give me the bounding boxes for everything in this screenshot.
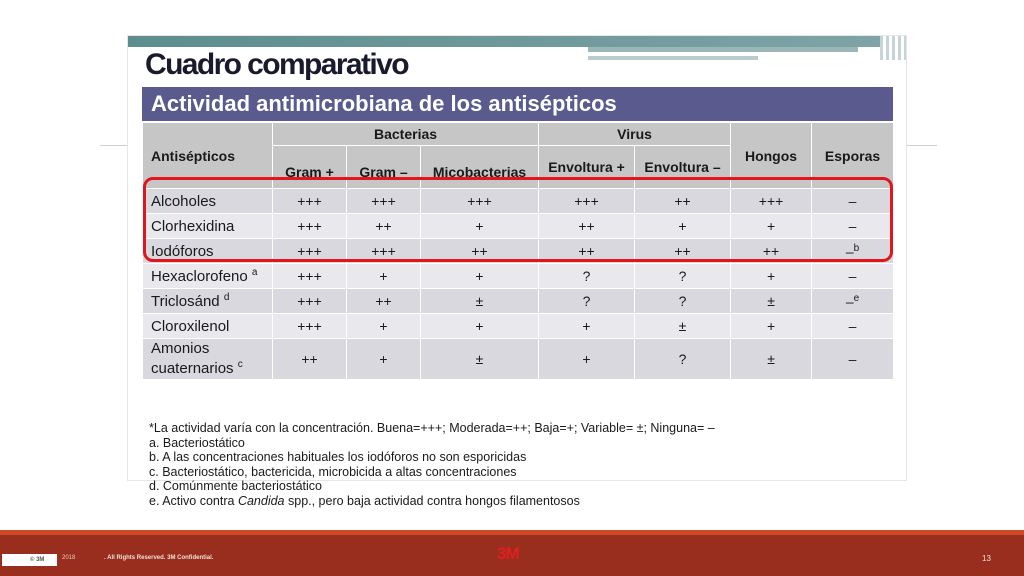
slide-image: Cuadro comparativo Actividad antimicrobi… — [128, 36, 906, 508]
activity-cell: + — [634, 213, 732, 239]
activity-cell: – — [811, 313, 895, 339]
footer-copyright: © 3M — [2, 554, 57, 566]
footnote-d: d. Comúnmente bacteriostático — [149, 479, 323, 493]
activity-cell: + — [419, 313, 540, 339]
header-envoltura-pos: Envoltura + — [538, 145, 636, 189]
activity-cell: + — [538, 338, 636, 380]
activity-cell: + — [419, 263, 540, 289]
activity-cell: +++ — [419, 188, 540, 214]
activity-cell: ++ — [634, 188, 732, 214]
activity-cell: + — [538, 313, 636, 339]
activity-cell: ++ — [272, 338, 347, 380]
activity-cell: – — [811, 338, 895, 380]
header-micobacterias: Micobacterias — [419, 145, 540, 189]
activity-cell: ± — [634, 313, 732, 339]
table-row: Triclosánd d +++ ++ ±?? ± –e — [142, 288, 895, 314]
row-name: Hexaclorofeno a — [142, 263, 273, 289]
activity-cell: + — [730, 213, 813, 239]
activity-cell: ? — [634, 263, 732, 289]
header-gram-neg: Gram – — [346, 145, 421, 189]
activity-cell: +++ — [538, 188, 636, 214]
activity-cell: ± — [419, 288, 540, 314]
table-row: Cloroxilenol +++ + + + ± + – — [142, 313, 895, 339]
activity-cell: + — [730, 313, 813, 339]
3m-logo: 3M — [497, 544, 520, 563]
header-envoltura-neg: Envoltura – — [634, 145, 732, 189]
activity-cell: – — [811, 188, 895, 214]
esporas-superscript: e — [853, 292, 860, 304]
comparison-table-block: Actividad antimicrobiana de los antisépt… — [142, 87, 895, 380]
activity-cell: ± — [419, 338, 540, 380]
header-bacterias: Bacterias — [271, 122, 540, 146]
activity-cell: –e — [811, 288, 895, 314]
activity-cell: ++ — [346, 288, 421, 314]
activity-cell: ? — [634, 338, 732, 380]
header-gram-pos: Gram + — [272, 145, 347, 189]
activity-cell: ++ — [538, 213, 636, 239]
footnote-a: a. Bacteriostático — [149, 435, 245, 450]
footnote-b: b. A las concentraciones habituales los … — [149, 450, 527, 464]
header-virus: Virus — [538, 122, 732, 146]
activity-cell: +++ — [272, 263, 347, 289]
slide-title: Cuadro comparativo — [145, 48, 410, 81]
row-name-superscript: c — [237, 359, 243, 370]
table-banner: Actividad antimicrobiana de los antisépt… — [142, 87, 893, 121]
row-name: Alcoholes — [142, 188, 273, 214]
footnote-legend: *La actividad varía con la concentración… — [149, 421, 715, 435]
footer-rights: . All Rights Reserved. 3M Confidential. — [104, 555, 214, 561]
table-row: Hexaclorofeno a +++ + +?? + – — [142, 263, 895, 289]
activity-cell: – — [811, 263, 895, 289]
footer-year: 2018 — [62, 555, 76, 561]
row-name: Cloroxilenol — [142, 313, 273, 339]
activity-cell: + — [730, 263, 813, 289]
table-row: Alcoholes +++ +++ +++ +++ ++ +++ – — [142, 188, 895, 214]
activity-cell: +++ — [272, 188, 347, 214]
highlight-box — [143, 177, 893, 262]
background-rule-left — [100, 145, 130, 146]
footnotes: *La actividad varía con la concentración… — [149, 421, 715, 508]
activity-cell: ? — [538, 263, 636, 289]
activity-cell: ? — [538, 288, 636, 314]
table-row: Amonios cuaternarios c ++ + ± +? ± – — [142, 338, 895, 380]
row-name: Amonios cuaternarios c — [142, 338, 273, 380]
activity-cell: + — [346, 263, 421, 289]
activity-cell: ? — [634, 288, 732, 314]
row-name: Triclosánd d — [142, 288, 273, 314]
activity-cell: +++ — [272, 313, 347, 339]
footer-bar: © 3M 2018 . All Rights Reserved. 3M Conf… — [0, 530, 1024, 576]
footnote-c: c. Bacteriostático, bactericida, microbi… — [149, 464, 517, 479]
activity-cell: ± — [730, 338, 813, 380]
row-name-superscript: a — [251, 267, 258, 278]
row-name-superscript: d — [223, 292, 230, 303]
activity-cell: ± — [730, 288, 813, 314]
activity-cell: +++ — [346, 188, 421, 214]
page-number: 13 — [982, 554, 991, 563]
activity-cell: + — [346, 338, 421, 380]
activity-cell: +++ — [730, 188, 813, 214]
esporas-superscript: b — [853, 242, 860, 254]
slide-top-bar — [128, 36, 906, 60]
activity-cell: + — [346, 313, 421, 339]
activity-cell: +++ — [272, 288, 347, 314]
background-rule-right — [905, 145, 937, 146]
activity-cell: +++ — [272, 213, 347, 239]
activity-cell: – — [811, 213, 895, 239]
comparison-table: Antisépticos Bacterias Virus Hongos Espo… — [142, 122, 895, 380]
footnote-e: e. Activo contra Candida spp., pero baja… — [149, 493, 580, 508]
